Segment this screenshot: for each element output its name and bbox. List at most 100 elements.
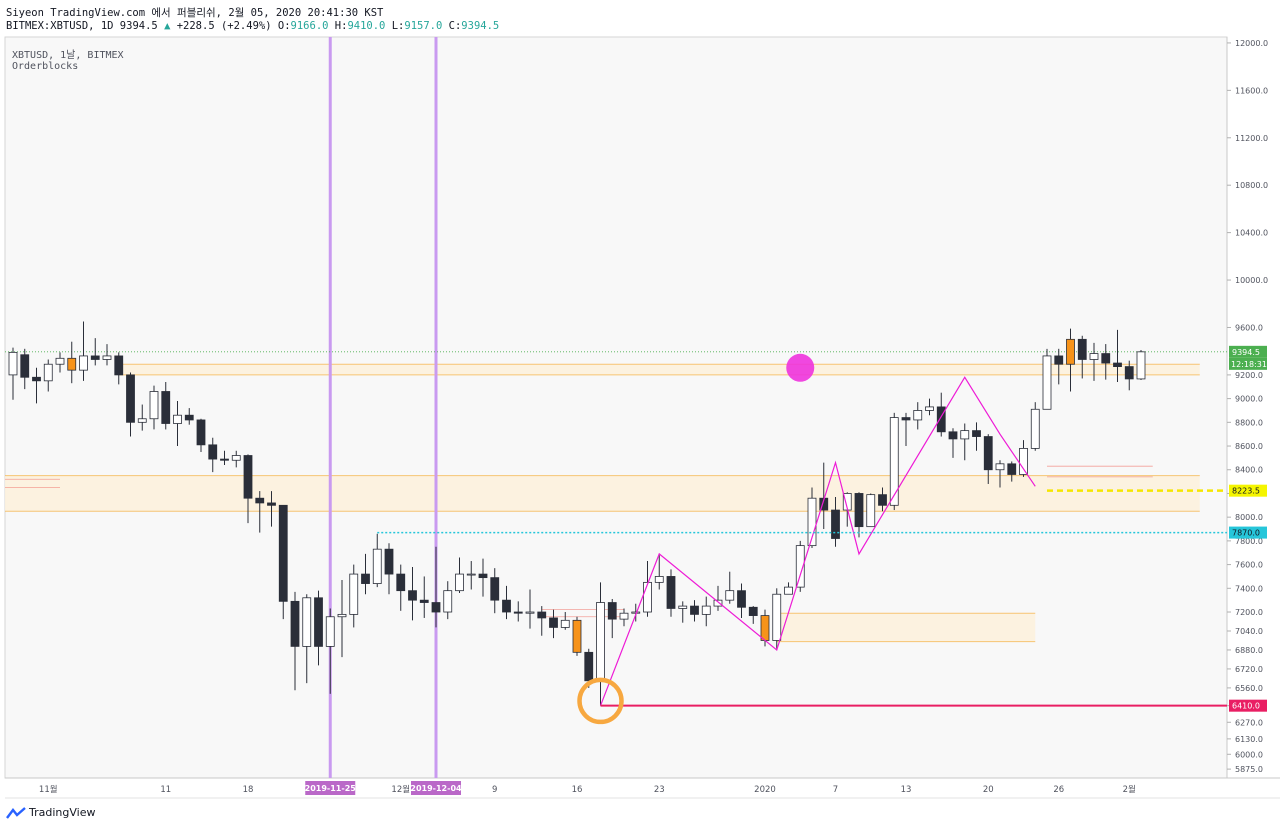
- candle-body: [8, 351, 18, 376]
- candle-body: [643, 581, 652, 613]
- candle-body: [102, 355, 112, 360]
- candle-body: [325, 616, 335, 647]
- price-tick-label: 8800.0: [1235, 418, 1263, 427]
- candle-body: [983, 436, 993, 471]
- candle-body: [690, 605, 699, 615]
- candle-body: [901, 417, 911, 421]
- candle-body: [184, 414, 194, 421]
- candle-body: [408, 590, 417, 601]
- candle-body: [948, 431, 958, 440]
- candle-body: [161, 391, 171, 424]
- candle-body: [596, 602, 605, 682]
- close-value: 9394.5: [461, 20, 500, 32]
- price-tick-label: 5875.0: [1235, 765, 1263, 774]
- price-tick-label: 7800.0: [1235, 537, 1263, 546]
- candle-body: [490, 577, 500, 601]
- candle-body: [913, 410, 923, 421]
- candle-body: [267, 502, 276, 506]
- candle-body: [748, 606, 758, 616]
- candle-body: [878, 494, 887, 506]
- price-tag-label: 9394.5: [1232, 348, 1260, 357]
- circle-marker: [786, 353, 815, 382]
- date-marker-label: 2019-12-04: [410, 784, 462, 793]
- time-tick-label: 2월: [1123, 784, 1136, 795]
- price-tick-label: 6000.0: [1235, 750, 1263, 759]
- footer-branding[interactable]: TradingView: [6, 806, 95, 819]
- candle-body: [572, 619, 582, 653]
- candle-body: [478, 573, 488, 579]
- symbol-ohlc-bar: BITMEX:XBTUSD, 1D 9394.5 ▲ +228.5 (+2.49…: [6, 20, 499, 32]
- price-tick-label: 8000.0: [1235, 513, 1263, 522]
- candle-body: [760, 615, 770, 641]
- price-tick-label: 9600.0: [1235, 323, 1263, 332]
- candle-body: [361, 573, 370, 584]
- price-tick-label: 9200.0: [1235, 371, 1263, 380]
- candle-body: [278, 504, 288, 602]
- candle-body: [701, 605, 711, 615]
- candle-body: [196, 419, 206, 446]
- price-tick-label: 10000.0: [1235, 276, 1268, 285]
- open-value: 9166.0: [290, 20, 329, 32]
- low-value: 9157.0: [404, 20, 443, 32]
- high-value: 9410.0: [347, 20, 386, 32]
- candle-body: [795, 545, 805, 588]
- candle-body: [90, 355, 100, 360]
- candle-body: [678, 605, 688, 609]
- zigzag-line: [599, 376, 1036, 706]
- candle-body: [1019, 448, 1028, 475]
- price-change: +228.5 (+2.49%): [176, 20, 272, 32]
- price-tick-label: 12000.0: [1235, 39, 1268, 48]
- date-marker-tag: [411, 781, 461, 795]
- up-arrow-icon: ▲: [164, 20, 171, 32]
- candle-body: [784, 586, 793, 595]
- price-tick-label: 7040.0: [1235, 627, 1263, 636]
- candle-body: [1007, 463, 1017, 475]
- candle-body: [149, 391, 159, 420]
- time-tick-label: 11: [160, 785, 171, 795]
- chart-legend-indicator[interactable]: Orderblocks: [12, 61, 79, 72]
- candle-body: [854, 493, 864, 528]
- price-tick-label: 11600.0: [1235, 86, 1268, 95]
- candle-body: [737, 590, 746, 608]
- price-tag: [1229, 484, 1267, 497]
- price-tag-label: 8223.5: [1232, 487, 1260, 496]
- candle-body: [725, 590, 735, 601]
- candle-body: [1042, 355, 1052, 410]
- time-tick-label: 7: [833, 785, 838, 795]
- footer-brand-label: TradingView: [29, 806, 96, 819]
- candle-body: [20, 354, 30, 378]
- price-tag: [1229, 345, 1267, 358]
- chart-legend-symbol: XBTUSD, 1날, BITMEX: [12, 50, 124, 61]
- candle-body: [1113, 362, 1122, 367]
- time-tick-label: 2020: [754, 785, 776, 795]
- price-tick-label: 9000.0: [1235, 395, 1263, 404]
- candle-body: [1101, 353, 1111, 364]
- candle-body: [960, 430, 970, 440]
- candle-body: [337, 613, 347, 618]
- plot-area: [4, 36, 1228, 779]
- candle-body: [302, 597, 312, 647]
- candle-body: [114, 355, 124, 376]
- candle-body: [560, 619, 570, 628]
- circle-marker: [577, 677, 624, 725]
- candle-body: [396, 573, 406, 592]
- open-label: O:: [277, 20, 291, 32]
- price-tag-label: 6410.0: [1232, 702, 1260, 711]
- candle-body: [537, 611, 547, 619]
- candle-body: [925, 406, 934, 411]
- price-tick-label: 6270.0: [1235, 718, 1263, 727]
- price-tick-label: 7400.0: [1235, 584, 1263, 593]
- time-tick-label: 16: [572, 785, 583, 795]
- candle-body: [231, 455, 241, 461]
- candle-body: [666, 576, 676, 609]
- candle-body: [607, 602, 617, 620]
- candle-body: [502, 599, 511, 613]
- candle-body: [995, 463, 1005, 471]
- candle-body: [290, 600, 300, 647]
- candle-body: [455, 573, 464, 592]
- time-tick-label: 23: [654, 785, 665, 795]
- candle-body: [772, 593, 782, 641]
- candle-body: [419, 599, 429, 603]
- date-marker-tag: [305, 781, 356, 795]
